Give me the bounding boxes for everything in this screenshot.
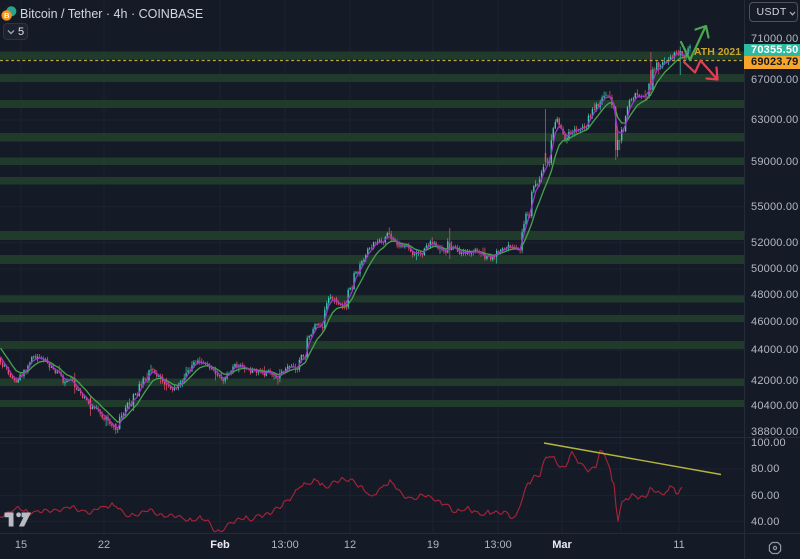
svg-text:B: B bbox=[4, 11, 10, 20]
